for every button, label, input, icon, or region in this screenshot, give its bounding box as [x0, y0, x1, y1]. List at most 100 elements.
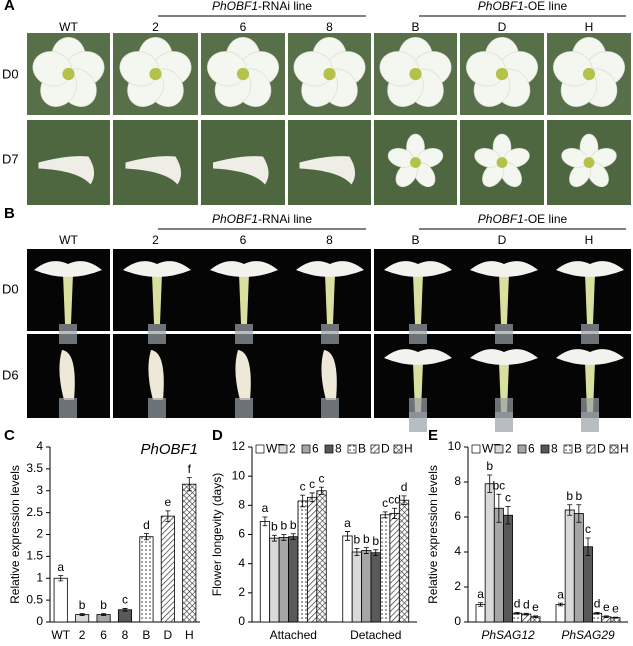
corolla: [384, 261, 452, 277]
flower-center: [582, 67, 596, 81]
bar: [573, 513, 584, 623]
bar: [398, 499, 410, 623]
significance-letter: a: [557, 587, 564, 601]
panel-label: B: [4, 205, 15, 222]
significance-letter: c: [309, 477, 315, 491]
bar: [342, 535, 353, 623]
corolla: [34, 261, 102, 277]
wilted-flower: [125, 156, 182, 185]
significance-letter: e: [603, 600, 610, 614]
row-label: D0: [2, 66, 19, 81]
flower-center: [495, 67, 509, 81]
legend-swatch: [324, 444, 334, 454]
error-bar: [603, 615, 609, 619]
significance-letter: c: [122, 593, 128, 607]
y-tick-label: 8: [454, 474, 461, 488]
column-label: B: [411, 20, 419, 34]
bar: [493, 507, 504, 623]
column-label: D: [498, 233, 507, 247]
significance-letter: d: [594, 597, 601, 611]
error-bar: [79, 613, 85, 616]
significance-letter: a: [57, 560, 64, 574]
error-bar: [585, 537, 591, 556]
legend-label: 2: [505, 442, 512, 456]
flower-center: [149, 67, 162, 81]
column-label: 6: [240, 233, 247, 247]
legend-swatch: [255, 444, 265, 454]
significance-letter: b: [280, 519, 287, 533]
y-tick-label: 0: [454, 614, 461, 628]
corolla: [470, 349, 538, 365]
legend-swatch: [540, 444, 550, 454]
group-header: PhOBF1-OE line: [478, 212, 568, 226]
error-bar: [392, 507, 398, 519]
group-header: PhOBF1-RNAi line: [212, 212, 312, 226]
wilted-flower: [321, 350, 337, 400]
error-bar: [319, 486, 325, 495]
group-suffix: -RNAi line: [258, 212, 312, 226]
legend-swatch: [347, 444, 357, 454]
x-tick-label: 6: [100, 628, 107, 642]
corolla: [210, 261, 278, 277]
tube: [148, 324, 166, 344]
x-tick-label: 2: [79, 628, 86, 642]
stem: [585, 274, 595, 324]
stem: [239, 274, 249, 324]
x-tick-label: 8: [122, 628, 129, 642]
stem: [499, 274, 509, 324]
flower-center: [583, 157, 595, 168]
bar: [259, 520, 271, 623]
y-axis-label: Flower longevity (days): [210, 473, 224, 596]
significance-letter: b: [576, 489, 583, 503]
bar: [139, 536, 154, 623]
y-axis-label: Relative expression levels: [426, 465, 440, 604]
significance-letter: e: [532, 600, 539, 614]
tube: [495, 324, 513, 344]
group-suffix: -RNAi line: [258, 0, 312, 13]
gene-name: PhOBF1: [478, 0, 524, 13]
significance-letter: a: [477, 587, 484, 601]
error-bar: [165, 510, 171, 522]
flower-center: [323, 67, 336, 81]
bar: [278, 537, 289, 623]
tube: [235, 324, 253, 344]
error-bar: [532, 615, 538, 619]
legend-label: B: [358, 442, 366, 456]
legend-swatch: [471, 444, 481, 454]
error-bar: [523, 612, 529, 616]
flower-center: [236, 67, 250, 81]
legend-label: 6: [312, 442, 319, 456]
tube: [59, 398, 77, 418]
bar: [288, 536, 299, 623]
significance-letter: b: [354, 533, 361, 547]
significance-letter: d: [401, 480, 408, 494]
photo-panels: [27, 33, 631, 432]
y-tick-label: 2.5: [26, 505, 43, 519]
legend-swatch: [517, 444, 527, 454]
significance-letter: c: [505, 491, 511, 505]
error-bar: [122, 608, 128, 612]
error-bar: [401, 495, 407, 506]
error-bar: [612, 616, 618, 619]
legend-swatch: [494, 444, 504, 454]
bar: [361, 550, 372, 623]
row-label: D0: [2, 281, 19, 296]
wilted-flower: [38, 156, 95, 185]
row-label: D7: [2, 151, 19, 166]
error-bar: [300, 494, 306, 508]
panel-label: A: [4, 0, 15, 14]
bar: [306, 496, 318, 623]
bar: [484, 483, 495, 623]
significance-letter: e: [165, 495, 172, 509]
group-header: PhOBF1-RNAi line: [212, 0, 312, 13]
significance-letter: bc: [493, 478, 506, 492]
bar: [389, 512, 400, 623]
significance-letter: e: [612, 601, 619, 615]
legend-label: 2: [289, 442, 296, 456]
wilted-flower: [235, 350, 251, 400]
legend-label: D: [381, 442, 390, 456]
bar: [503, 514, 513, 623]
error-bar: [505, 506, 511, 525]
tube: [581, 398, 599, 418]
significance-letter: b: [290, 518, 297, 532]
